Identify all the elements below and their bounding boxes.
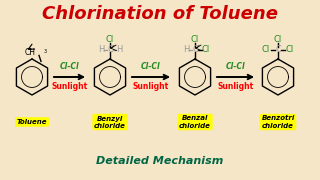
Text: Chlorination of Toluene: Chlorination of Toluene [42,5,278,23]
Text: Cl-Cl: Cl-Cl [226,62,245,71]
Text: C: C [275,46,281,55]
Text: Cl-Cl: Cl-Cl [141,62,161,71]
Text: Benzal
chloride: Benzal chloride [179,116,211,129]
Text: 3: 3 [44,49,47,54]
Text: H: H [183,46,189,55]
Text: Sunlight: Sunlight [217,82,254,91]
Text: Cl: Cl [106,35,114,44]
Text: Sunlight: Sunlight [52,82,88,91]
Text: Cl: Cl [274,35,282,44]
Text: Benzyl
chloride: Benzyl chloride [94,116,126,129]
Text: Cl: Cl [262,46,270,55]
Text: Detailed Mechanism: Detailed Mechanism [96,156,224,166]
Text: Cl: Cl [191,35,199,44]
Text: H: H [116,46,122,55]
Text: C: C [192,46,198,55]
Text: H: H [98,46,104,55]
Text: CH: CH [25,48,36,57]
Text: Sunlight: Sunlight [133,82,169,91]
Text: Toluene: Toluene [17,119,47,125]
Text: Cl: Cl [286,46,294,55]
Text: C: C [107,46,113,55]
Text: Cl: Cl [202,46,210,55]
Text: Benzotri
chloride: Benzotri chloride [261,116,295,129]
Text: Cl-Cl: Cl-Cl [60,62,79,71]
